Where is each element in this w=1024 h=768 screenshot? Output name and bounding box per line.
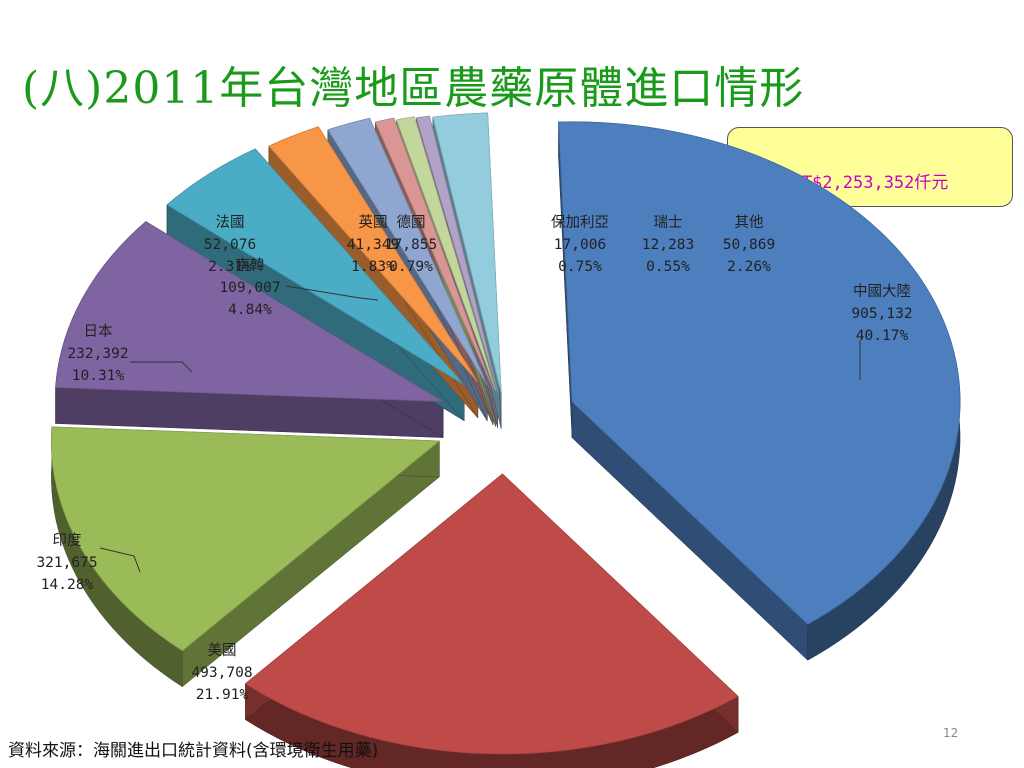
slice-labels: 中國大陸 905,132 40.17% 美國 493,708 21.91% 印度 321,67… [36, 213, 912, 703]
slice-7 [374, 117, 494, 390]
slice-label-2: 印度 321,675 14.28% [36, 532, 97, 593]
slice-label-10: 其他 50,869 2.26% [723, 214, 775, 275]
slice-4 [166, 148, 465, 386]
leader-line-korea [285, 285, 379, 301]
slice-label-5: 法國 52,076 2.31% [204, 214, 256, 275]
slice-label-3: 日本 232,392 10.31% [67, 323, 128, 384]
slice-label-7: 德國 17,855 0.79% [385, 214, 437, 275]
total-callout-text: NT$2,253,352仟元 [791, 173, 949, 193]
slice-1 [244, 473, 739, 755]
slice-9 [415, 115, 499, 392]
page-number: 12 [943, 726, 959, 740]
leader-line-2 [99, 547, 141, 573]
slice-tops [50, 112, 961, 755]
source-note: 資料來源：海關進出口統計資料(含環境衛生用藥) [8, 741, 379, 761]
slice-8 [396, 116, 497, 391]
slice-label-1: 美國 493,708 21.91% [191, 642, 252, 703]
slice-3 [55, 221, 445, 403]
slice-0 [558, 121, 961, 625]
slice-label-9: 瑞士 12,283 0.55% [642, 214, 694, 275]
slice-label-6: 英國 41,349 1.83% [347, 213, 399, 275]
slice-10 [432, 112, 502, 393]
slice-label-8: 保加利亞 17,006 0.75% [551, 214, 609, 275]
slice-label-0: 中國大陸 905,132 40.17% [851, 283, 912, 344]
slide-title: (八)2011年台灣地區農藥原體進口情形 [22, 63, 805, 114]
slice-5 [268, 126, 479, 383]
slice-label-4: 南韓 109,007 4.84% [219, 257, 280, 318]
slice-6 [327, 117, 488, 386]
leader-line-3 [130, 361, 193, 373]
slice-2 [50, 426, 441, 652]
